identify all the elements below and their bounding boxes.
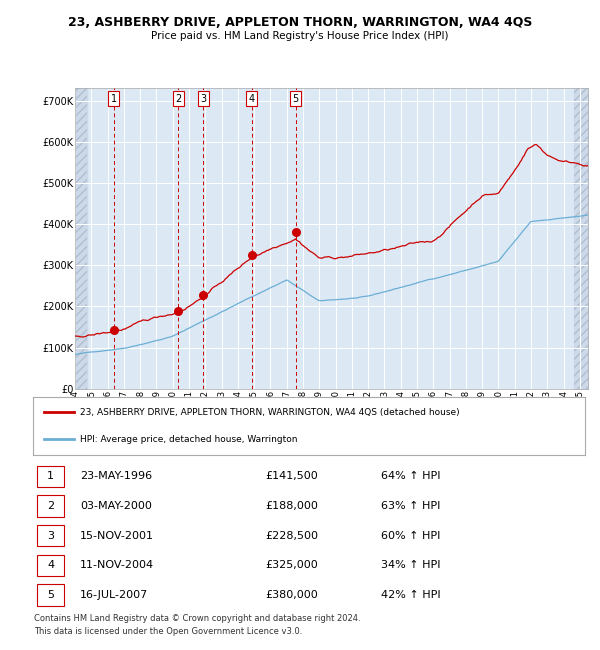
Text: HPI: Average price, detached house, Warrington: HPI: Average price, detached house, Warr… [80, 435, 298, 444]
Text: 1: 1 [111, 94, 117, 104]
Text: 5: 5 [292, 94, 299, 104]
Bar [37, 465, 64, 487]
Text: 63% ↑ HPI: 63% ↑ HPI [381, 501, 440, 511]
Text: 23, ASHBERRY DRIVE, APPLETON THORN, WARRINGTON, WA4 4QS: 23, ASHBERRY DRIVE, APPLETON THORN, WARR… [68, 16, 532, 29]
Text: £380,000: £380,000 [265, 590, 317, 600]
Text: 2: 2 [47, 501, 54, 511]
Text: 64% ↑ HPI: 64% ↑ HPI [381, 471, 440, 481]
Text: 3: 3 [200, 94, 206, 104]
Text: 4: 4 [47, 560, 54, 570]
Bar [37, 525, 64, 546]
Text: This data is licensed under the Open Government Licence v3.0.: This data is licensed under the Open Gov… [34, 627, 302, 636]
Text: 42% ↑ HPI: 42% ↑ HPI [381, 590, 440, 600]
Bar [37, 584, 64, 606]
Text: Price paid vs. HM Land Registry's House Price Index (HPI): Price paid vs. HM Land Registry's House … [151, 31, 449, 41]
Text: 23-MAY-1996: 23-MAY-1996 [80, 471, 152, 481]
Text: 60% ↑ HPI: 60% ↑ HPI [381, 530, 440, 541]
Text: 1: 1 [47, 471, 54, 481]
Text: £188,000: £188,000 [265, 501, 318, 511]
Text: 5: 5 [47, 590, 54, 600]
Text: 11-NOV-2004: 11-NOV-2004 [80, 560, 154, 570]
Text: £325,000: £325,000 [265, 560, 317, 570]
Text: 3: 3 [47, 530, 54, 541]
Text: 4: 4 [249, 94, 255, 104]
Text: 15-NOV-2001: 15-NOV-2001 [80, 530, 154, 541]
Bar [37, 554, 64, 576]
Text: 16-JUL-2007: 16-JUL-2007 [80, 590, 148, 600]
Text: 34% ↑ HPI: 34% ↑ HPI [381, 560, 440, 570]
Text: £228,500: £228,500 [265, 530, 318, 541]
Text: 03-MAY-2000: 03-MAY-2000 [80, 501, 152, 511]
Text: 2: 2 [175, 94, 181, 104]
Bar [37, 495, 64, 517]
Text: 23, ASHBERRY DRIVE, APPLETON THORN, WARRINGTON, WA4 4QS (detached house): 23, ASHBERRY DRIVE, APPLETON THORN, WARR… [80, 408, 460, 417]
Text: £141,500: £141,500 [265, 471, 317, 481]
Text: Contains HM Land Registry data © Crown copyright and database right 2024.: Contains HM Land Registry data © Crown c… [34, 614, 361, 623]
